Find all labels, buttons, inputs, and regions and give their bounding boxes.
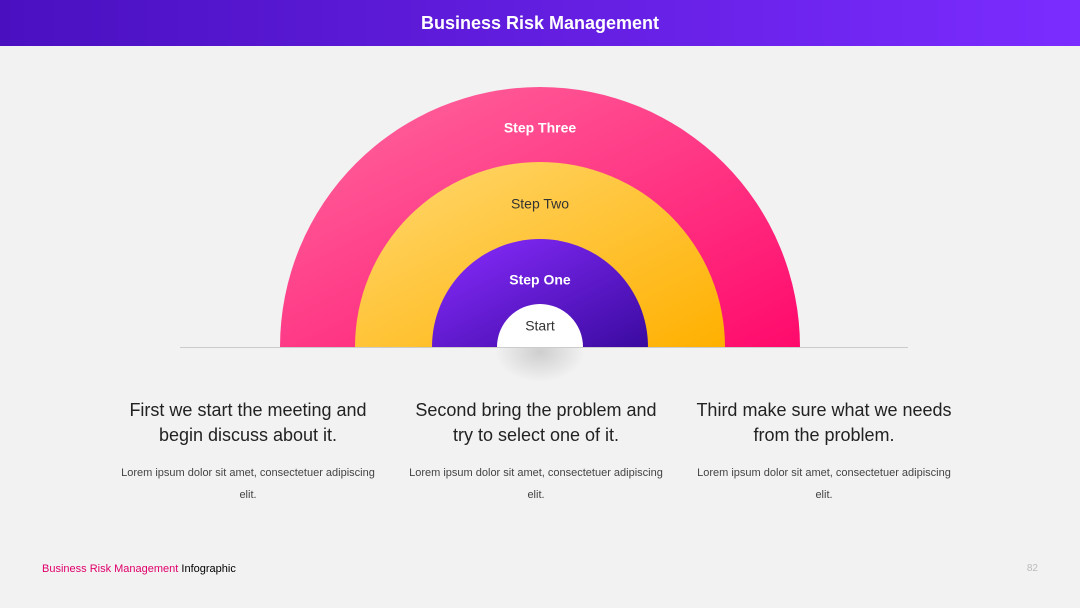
header-title: Business Risk Management: [0, 0, 1080, 46]
arc-label: Step Three: [504, 120, 577, 136]
arc-label: Step One: [509, 272, 571, 288]
arc-label: Start: [525, 318, 555, 334]
column-title: First we start the meeting and begin dis…: [129, 400, 367, 445]
page-number: 82: [1026, 563, 1038, 574]
column-text: Lorem ipsum dolor sit amet, consectetuer…: [697, 467, 951, 501]
column-text: Lorem ipsum dolor sit amet, consectetuer…: [121, 467, 375, 501]
arc-label: Step Two: [511, 196, 569, 212]
arc-one: [432, 239, 648, 347]
footer-highlight: Business Risk Management: [42, 563, 179, 575]
column: First we start the meeting and begin dis…: [118, 398, 378, 506]
column: Second bring the problem and try to sele…: [406, 398, 666, 506]
column-title: Second bring the problem and try to sele…: [415, 400, 657, 445]
column-title: Third make sure what we needs from the p…: [696, 400, 952, 445]
column-text: Lorem ipsum dolor sit amet, consectetuer…: [409, 467, 663, 501]
footer-rest: Infographic: [181, 563, 236, 575]
arc-start: [497, 304, 583, 347]
column: Third make sure what we needs from the p…: [694, 398, 954, 506]
footer: Business Risk Management Infographic: [42, 563, 236, 575]
